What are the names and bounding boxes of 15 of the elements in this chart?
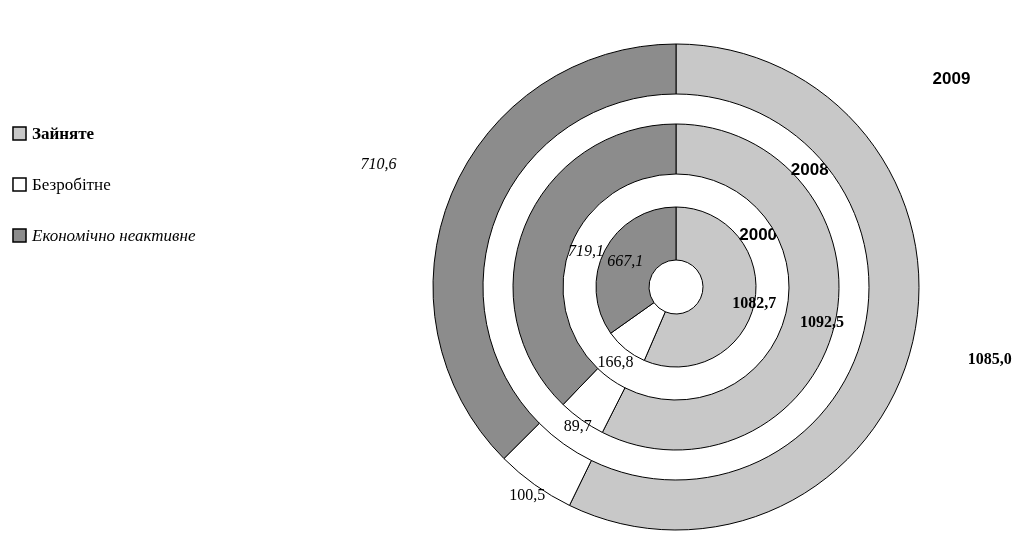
data-label: 710,6 xyxy=(360,154,397,172)
legend-label: Безробітне xyxy=(32,174,111,194)
data-label: 166,8 xyxy=(597,352,634,370)
data-label: 1092,5 xyxy=(799,312,844,330)
data-label: 1085,0 xyxy=(967,350,1012,368)
data-label: 89,7 xyxy=(563,416,592,434)
data-label: 100,5 xyxy=(509,486,546,504)
slice-label: 2009 xyxy=(932,69,971,89)
legend-label: Економічно неактивне xyxy=(31,225,196,245)
slice-label: 2000 xyxy=(739,225,778,245)
data-label: 1082,7 xyxy=(732,294,777,312)
data-label: 667,1 xyxy=(607,251,644,269)
slice-label: 2008 xyxy=(790,159,829,179)
legend-label: Зайняте xyxy=(32,123,95,143)
data-label: 719,1 xyxy=(568,241,605,259)
